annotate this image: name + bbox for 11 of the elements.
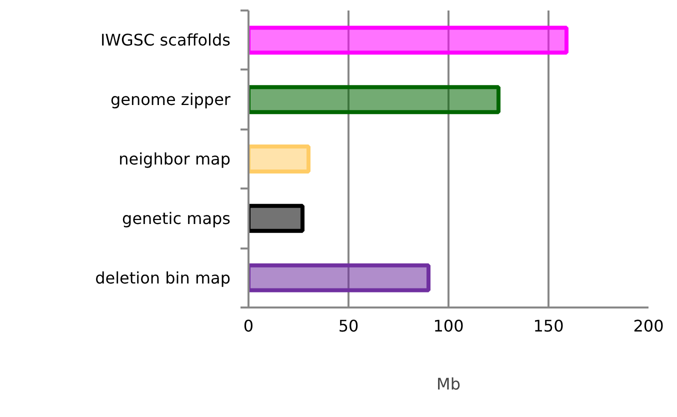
y-tick-label: neighbor map [118,150,231,168]
y-tick-label: genetic maps [122,208,230,228]
x-tick-label: 150 [533,316,564,336]
x-axis-title: Mb [436,374,460,394]
x-tick-label: 0 [243,316,254,336]
y-tick-label: deletion bin map [95,268,231,288]
x-tick-label: 100 [433,316,464,336]
y-tick-label: genome zipper [110,90,231,110]
x-tick-label: 200 [633,316,664,336]
y-tick-label: IWGSC scaffolds [100,30,231,50]
x-tick-label: 50 [338,316,359,336]
